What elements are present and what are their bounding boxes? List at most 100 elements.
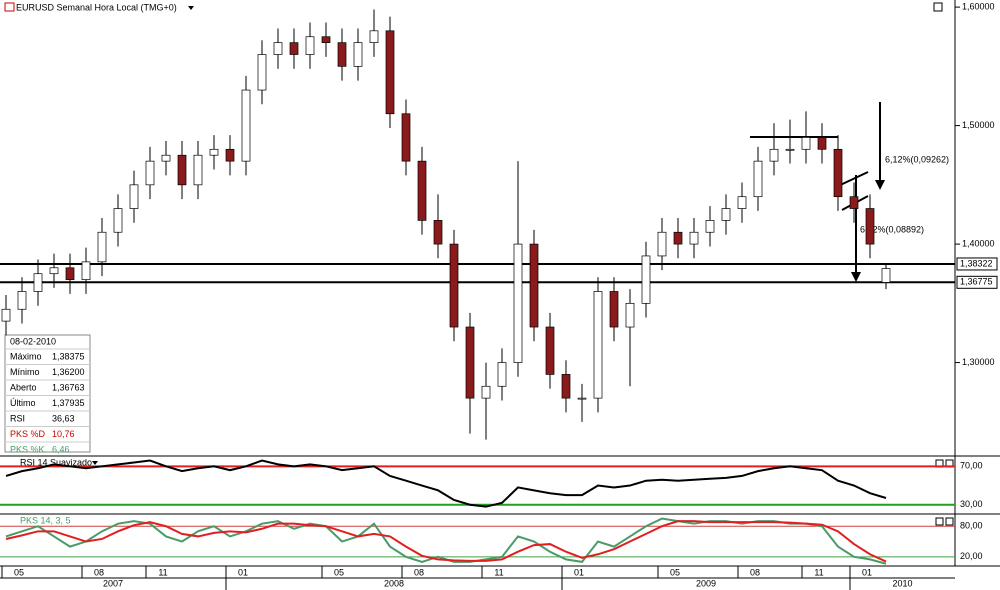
candle-body <box>689 231 699 245</box>
info-value: 1,37935 <box>52 398 85 408</box>
arrow-head <box>875 180 885 190</box>
candle-body <box>449 243 459 328</box>
rsi-title: RSI 14 Suavizado <box>20 457 92 467</box>
candle-body <box>337 42 347 67</box>
candle-body <box>641 255 651 304</box>
candle-body <box>145 160 155 186</box>
y-tick-label: 1,40000 <box>962 238 995 248</box>
candle-body <box>305 36 315 55</box>
info-value: 1,36200 <box>52 367 85 377</box>
dropdown[interactable] <box>188 6 194 10</box>
candle-body <box>353 42 363 67</box>
price-label-box <box>956 275 998 289</box>
x-tick-label: 08 <box>414 567 424 577</box>
x-tick-label: 11 <box>158 567 167 577</box>
candle-body <box>33 273 43 292</box>
pks-title: PKS 14, 3, 5 <box>20 515 71 525</box>
candle-body <box>209 148 219 156</box>
x-tick-label: 11 <box>814 567 823 577</box>
close-button[interactable] <box>945 517 954 526</box>
year-label: 2008 <box>384 578 404 588</box>
candle-body <box>465 326 475 399</box>
candle-body <box>625 302 635 328</box>
price-label-box <box>956 257 998 271</box>
candle-body <box>17 291 27 310</box>
dropdown[interactable] <box>92 461 98 465</box>
candle-body <box>753 160 763 198</box>
info-value: 10,76 <box>52 429 75 439</box>
info-value: 1,36763 <box>52 382 85 392</box>
candle-body <box>529 243 539 328</box>
info-key: Máximo <box>10 351 42 361</box>
candle-body <box>769 148 779 162</box>
candle-body <box>225 148 235 162</box>
y-tick-label: 1,50000 <box>962 120 995 130</box>
candle-body <box>193 154 203 186</box>
candle-body <box>785 148 795 151</box>
year-label: 2010 <box>892 578 912 588</box>
candle-body <box>257 54 267 91</box>
maximize-button[interactable] <box>935 517 944 526</box>
info-key: PKS %D <box>10 429 46 439</box>
maximize-button[interactable] <box>933 2 943 12</box>
indicator-line <box>5 520 887 563</box>
x-tick-label: 05 <box>670 567 680 577</box>
price-label: 1,38322 <box>960 258 993 268</box>
x-tick-label: 01 <box>574 567 584 577</box>
candle-body <box>385 30 395 115</box>
level-label: 80,00 <box>960 521 983 531</box>
candle-body <box>705 220 715 233</box>
indicator-line <box>5 459 887 508</box>
candle-body <box>113 208 123 233</box>
year-label: 2009 <box>696 578 716 588</box>
candle-body <box>97 231 107 263</box>
x-tick-label: 01 <box>238 567 248 577</box>
info-value: 36,63 <box>52 413 75 423</box>
info-panel <box>4 334 91 453</box>
annotation: 6,12%(0,09262) <box>885 154 949 164</box>
chart-title: EURUSD Semanal Hora Local (TMG+0) <box>16 2 177 12</box>
candle-body <box>817 137 827 150</box>
y-tick-label: 1,60000 <box>962 1 995 11</box>
info-key: Último <box>10 398 36 408</box>
candle-body <box>673 231 683 245</box>
x-tick-label: 05 <box>334 567 344 577</box>
y-tick-label: 1,30000 <box>962 357 995 367</box>
level-label: 30,00 <box>960 499 983 509</box>
candle-body <box>65 267 75 280</box>
info-key: PKS %K <box>10 444 45 454</box>
price-label: 1,36775 <box>960 277 993 287</box>
candle-body <box>177 154 187 186</box>
level-label: 70,00 <box>960 461 983 471</box>
candle-body <box>433 220 443 245</box>
info-key: Aberto <box>10 382 37 392</box>
candle-body <box>513 243 523 363</box>
candle-body <box>81 261 91 280</box>
candle-body <box>881 268 891 283</box>
candle-body <box>273 42 283 55</box>
annotation: 6,12%(0,08892) <box>860 224 924 234</box>
candle-body <box>497 362 507 387</box>
x-tick-label: 08 <box>750 567 760 577</box>
candle-body <box>721 208 731 221</box>
candle-body <box>561 374 571 399</box>
x-tick-label: 01 <box>862 567 872 577</box>
info-value: 6,46 <box>52 444 70 454</box>
x-tick-label: 05 <box>14 567 24 577</box>
candle-body <box>849 196 859 209</box>
candle-body <box>129 184 139 209</box>
info-value: 1,38375 <box>52 351 85 361</box>
year-label: 2007 <box>103 578 123 588</box>
candle-body <box>1 308 11 322</box>
x-tick-label: 08 <box>94 567 104 577</box>
candle-body <box>657 231 667 257</box>
arrow-head <box>851 272 861 282</box>
candle-body <box>417 160 427 221</box>
info-box: 08-02-2010 Máximo 1,38375 Mínimo 1,36200 Abe… <box>4 334 91 454</box>
info-key: Mínimo <box>10 367 40 377</box>
candle-body <box>833 148 843 198</box>
symbol-icon <box>4 2 15 12</box>
candle-body <box>545 326 555 375</box>
candle-body <box>241 89 251 162</box>
